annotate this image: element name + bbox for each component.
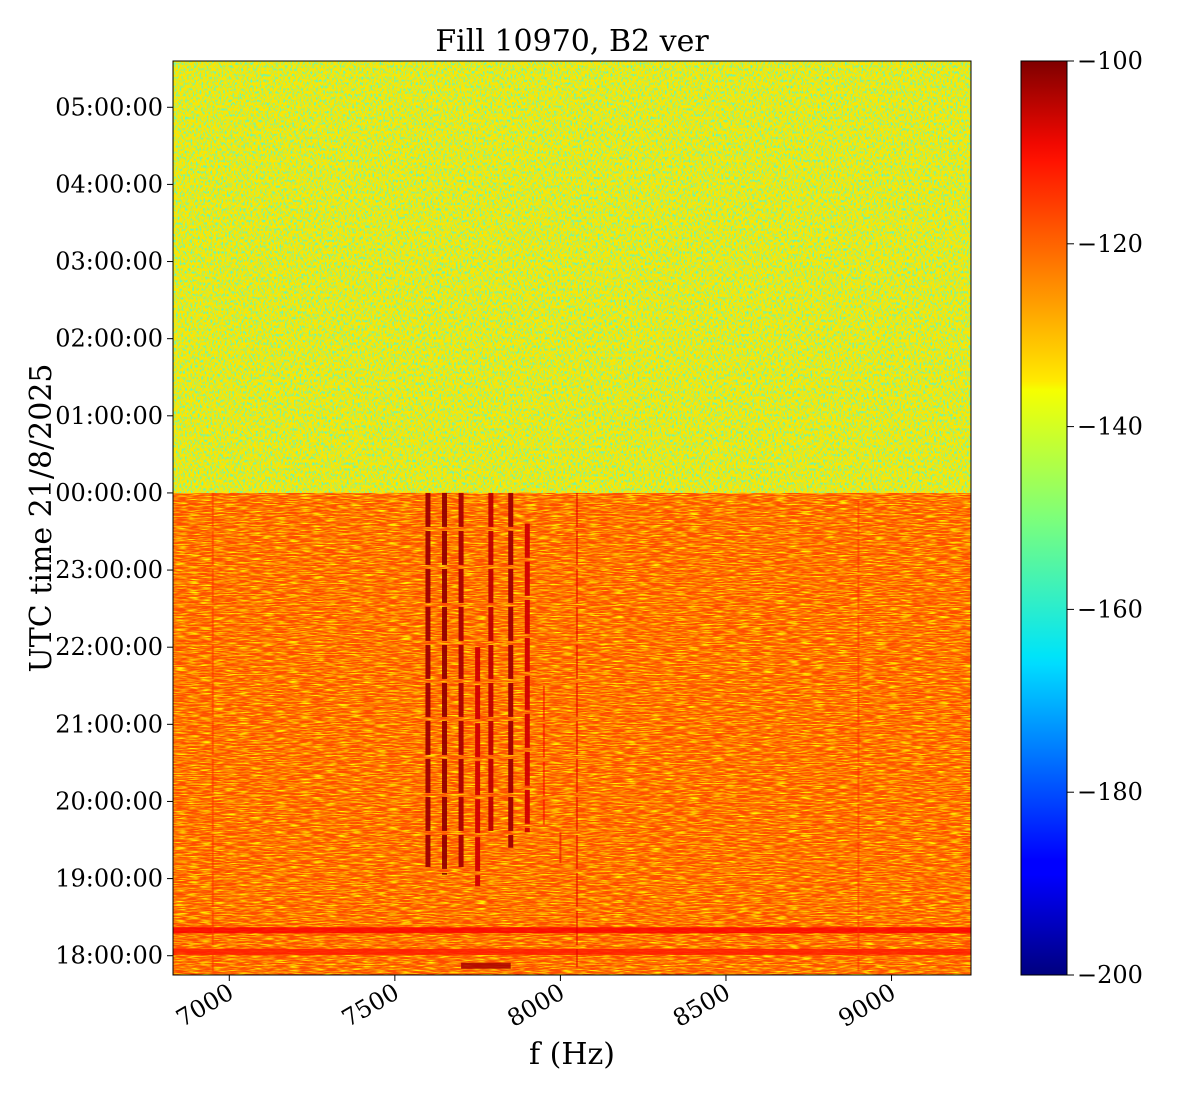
heatmap-line-9 xyxy=(575,492,578,968)
chart-title: Fill 10970, B2 ver xyxy=(435,24,709,59)
y-axis: 18:00:00 19:00:00 20:00:00 21:00:00 22:00:00… xyxy=(55,93,173,970)
x-axis-label: f (Hz) xyxy=(529,1037,615,1072)
heatmap-area xyxy=(173,61,971,975)
y-tick-label-1: 19:00:00 xyxy=(55,865,163,893)
colorbar-tick-label-5: −200 xyxy=(1077,961,1143,989)
y-tick-label-5: 23:00:00 xyxy=(55,556,163,584)
heatmap-line-2 xyxy=(458,492,464,868)
noise-texture-upper xyxy=(173,61,971,493)
plot-frame xyxy=(172,60,972,976)
x-tick-label-3: 8500 xyxy=(668,978,735,1033)
heatmap-line-4 xyxy=(488,492,494,831)
y-tick-label-8: 02:00:00 xyxy=(55,325,163,353)
x-axis: 7000 7500 8000 8500 9000 xyxy=(171,975,901,1033)
colorbar-tick-label-0: −100 xyxy=(1077,47,1143,75)
heatmap-line-3 xyxy=(475,647,481,887)
colorbar-tick-label-1: −120 xyxy=(1077,230,1143,258)
x-tick-label-2: 8000 xyxy=(503,978,570,1033)
heatmap-line-11 xyxy=(857,500,860,972)
y-tick-label-11: 05:00:00 xyxy=(55,93,163,121)
y-tick-label-6: 00:00:00 xyxy=(55,479,163,507)
heatmap-line-6 xyxy=(524,523,530,833)
x-tick-label-4: 9000 xyxy=(834,978,901,1033)
y-tick-label-0: 18:00:00 xyxy=(55,942,163,970)
y-tick-label-2: 20:00:00 xyxy=(55,787,163,815)
heatmap-band-0 xyxy=(173,927,971,934)
heatmap-line-1 xyxy=(442,492,448,875)
heatmap-line-7 xyxy=(542,685,545,825)
y-tick-label-9: 03:00:00 xyxy=(55,248,163,276)
colorbar-frame xyxy=(1020,60,1068,976)
colorbar-gradient xyxy=(1021,61,1067,975)
heatmap-line-8 xyxy=(559,832,562,864)
noise-texture-lower-red xyxy=(173,492,971,975)
x-tick-label-0: 7000 xyxy=(171,978,238,1033)
y-tick-label-10: 04:00:00 xyxy=(55,170,163,198)
y-tick-label-7: 01:00:00 xyxy=(55,402,163,430)
heatmap-band-2 xyxy=(461,962,511,969)
heatmap-line-0 xyxy=(425,492,431,868)
heatmap-line-5 xyxy=(508,492,514,848)
y-axis-label: UTC time 21/8/2025 xyxy=(24,364,59,673)
y-tick-label-4: 22:00:00 xyxy=(55,633,163,661)
heatmap-band-1 xyxy=(173,948,971,955)
colorbar-tick-label-3: −160 xyxy=(1077,595,1143,623)
y-tick-label-3: 21:00:00 xyxy=(55,710,163,738)
colorbar-tick-label-4: −180 xyxy=(1077,778,1143,806)
heatmap-line-10 xyxy=(211,492,214,972)
colorbar-tick-label-2: −140 xyxy=(1077,413,1143,441)
colorbar: −100 −120 −140 −160 −180 −200 xyxy=(1020,47,1143,989)
x-tick-label-1: 7500 xyxy=(337,978,404,1033)
